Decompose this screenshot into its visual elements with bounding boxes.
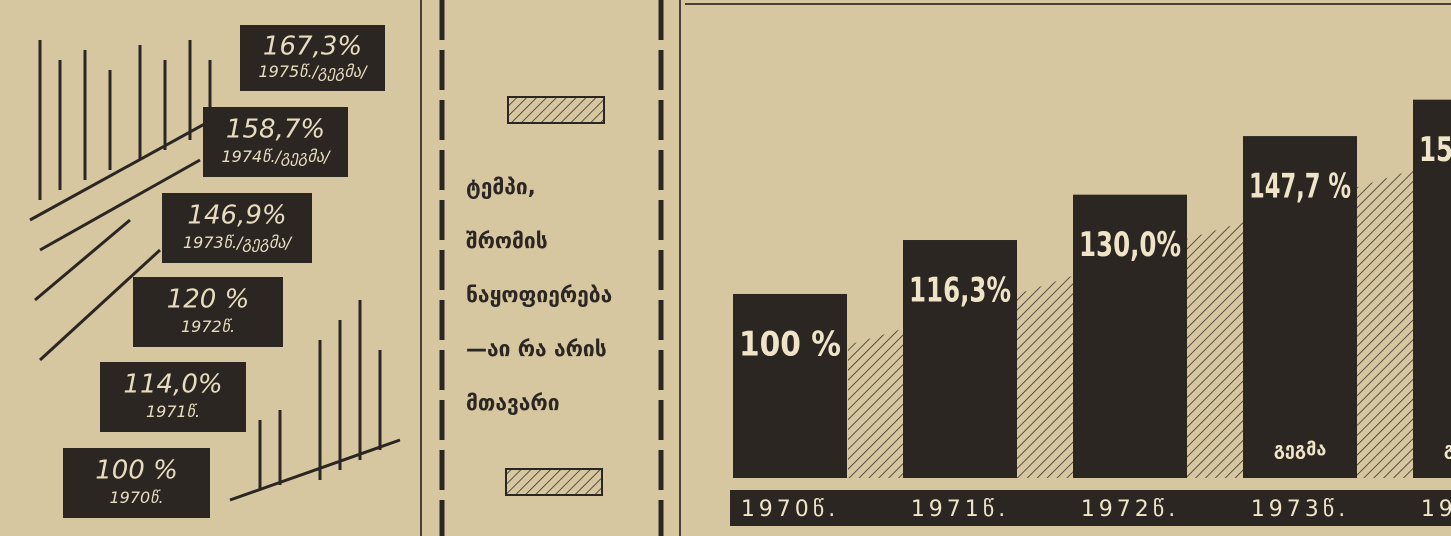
page: 167,3%1975წ./გეგმა/158,7% 1974წ./გეგმა/14… bbox=[0, 0, 1451, 536]
value-label: 147,7 % bbox=[1249, 167, 1351, 207]
headline-line: —აი რა არის bbox=[466, 337, 607, 361]
year-label: 1970წ. bbox=[109, 488, 163, 507]
ornament bbox=[506, 469, 602, 495]
bar bbox=[733, 294, 847, 478]
value-label: 116,3% bbox=[909, 271, 1011, 311]
year-label: 1974წ. bbox=[1421, 497, 1451, 522]
value-label: 100 % bbox=[739, 324, 841, 364]
headline-line: შრომის bbox=[466, 229, 548, 253]
percent-label: 114,0% bbox=[123, 370, 222, 400]
year-label: 1974წ./გეგმა/ bbox=[221, 147, 331, 166]
plan-label: გეგმა bbox=[1274, 439, 1327, 460]
headline-line: ნაყოფიერება bbox=[466, 283, 612, 307]
headline-line: ტემპი, bbox=[466, 175, 536, 199]
year-label: 1972წ. bbox=[181, 317, 235, 336]
year-label: 1971წ. bbox=[911, 497, 1009, 522]
percent-label: 158,7% bbox=[226, 115, 325, 145]
year-label: 1973წ./გეგმა/ bbox=[183, 233, 293, 252]
percent-label: 100 % bbox=[95, 456, 178, 486]
percent-label: 146,9% bbox=[187, 201, 286, 231]
percent-label: 167,3% bbox=[263, 31, 362, 61]
plan-label: გეგმა bbox=[1444, 439, 1451, 460]
headline-line: მთავარი bbox=[466, 391, 560, 415]
year-label: 1970წ. bbox=[741, 497, 839, 522]
year-label: 1975წ./გეგმა/ bbox=[258, 62, 368, 81]
ornament bbox=[508, 97, 604, 123]
value-label: 158,7% bbox=[1419, 130, 1451, 170]
year-label: 1971წ. bbox=[146, 402, 200, 421]
value-label: 130,0% bbox=[1079, 225, 1181, 265]
year-label: 1973წ. bbox=[1251, 497, 1349, 522]
year-label: 1972წ. bbox=[1081, 497, 1179, 522]
percent-label: 120 % bbox=[167, 285, 250, 315]
newspaper-page: 167,3%1975წ./გეგმა/158,7% 1974წ./გეგმა/14… bbox=[0, 0, 1451, 536]
